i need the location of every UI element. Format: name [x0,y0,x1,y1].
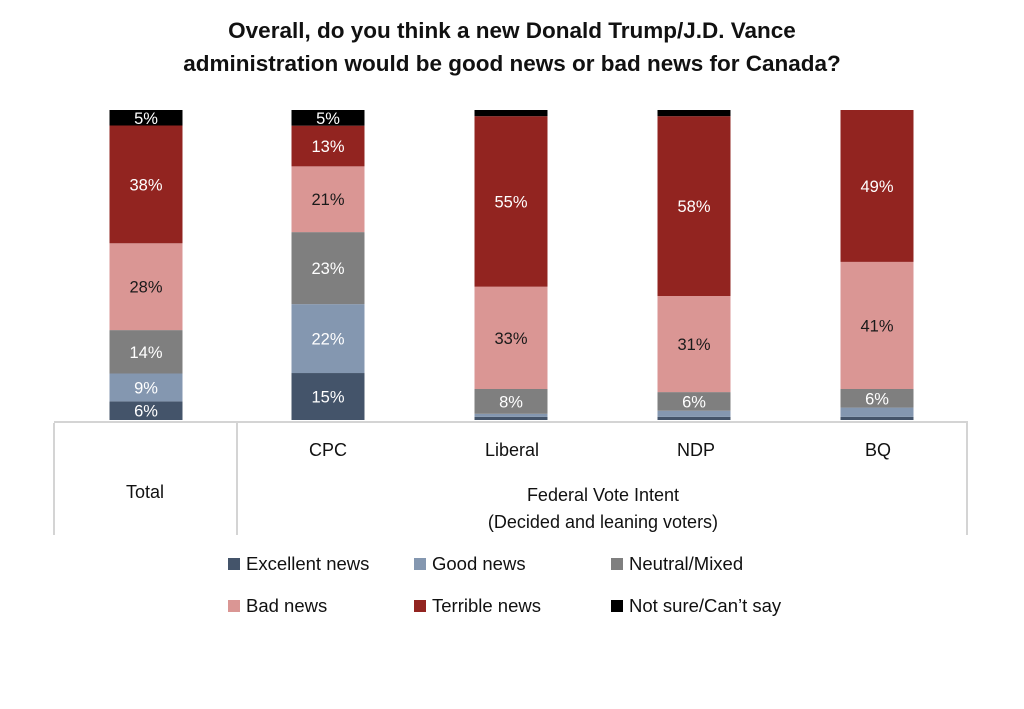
chart-title-line-2: administration would be good news or bad… [183,51,841,76]
bar-segment-cpc-terrible-news [291,125,365,167]
bar-segment-liberal-good-news [474,413,548,417]
data-label-ndp-terrible-news: 58% [677,198,710,216]
bar-stack-cpc: 15% 22% 23% 21% 13% 5% [291,110,365,420]
data-label-bq-bad-news: 41% [860,317,893,335]
legend-label-neutral-mixed: Neutral/Mixed [629,553,744,574]
data-label-liberal-terrible-news: 55% [494,193,527,211]
legend-swatch-not-sure-can-t-say [611,600,623,612]
data-label-liberal-bad-news: 33% [494,330,527,348]
bar-segment-cpc-neutral-mixed [291,232,365,305]
data-label-total-bad-news: 28% [129,279,162,297]
legend-item-excellent-news: Excellent news [228,553,369,575]
data-label-bq-neutral-mixed: 6% [865,390,889,408]
legend-swatch-bad-news [228,600,240,612]
data-label-cpc-terrible-news: 13% [311,138,344,156]
legend-label-bad-news: Bad news [246,595,328,616]
category-label-total: Total [125,482,165,502]
data-label-cpc-good-news: 22% [311,331,344,349]
bar-segment-ndp-not-sure-can-t-say [657,110,731,117]
data-label-cpc-neutral-mixed: 23% [311,260,344,278]
data-label-liberal-neutral-mixed: 8% [499,393,523,411]
bar-segment-cpc-not-sure-can-t-say [291,110,365,126]
bar-segment-ndp-good-news [657,410,731,417]
bar-segment-bq-terrible-news [840,110,914,262]
bar-stack-liberal: 8% 33% 55% [474,110,548,420]
data-label-cpc-bad-news: 21% [311,191,344,209]
data-label-cpc-excellent-news: 15% [311,389,344,407]
group-label-line-2: (Decided and leaning voters) [487,512,719,532]
bar-segment-total-neutral-mixed [109,330,183,374]
bar-segment-bq-bad-news [840,261,914,389]
legend-label-good-news: Good news [432,553,526,574]
legend-swatch-terrible-news [414,600,426,612]
bar-segment-cpc-bad-news [291,166,365,233]
data-label-total-not-sure-can-t-say: 5% [134,110,158,128]
axis-divider-group [236,423,238,535]
bar-segment-ndp-terrible-news [657,116,731,296]
legend-label-terrible-news: Terrible news [432,595,541,616]
legend-item-terrible-news: Terrible news [414,595,541,617]
bar-segment-ndp-bad-news [657,296,731,393]
bar-segment-total-good-news [109,373,183,402]
data-label-ndp-bad-news: 31% [677,336,710,354]
category-label-bq: BQ [864,440,891,460]
bar-segment-total-not-sure-can-t-say [109,110,183,126]
bar-segment-ndp-neutral-mixed [657,392,731,411]
legend-item-neutral-mixed: Neutral/Mixed [611,553,743,575]
data-label-total-excellent-news: 6% [134,403,158,421]
bar-segment-bq-good-news [840,407,914,417]
legend-label-not-sure-can-t-say: Not sure/Can’t say [629,595,782,616]
bar-stack-ndp: 6% 31% 58% [657,110,731,420]
bar-segment-total-excellent-news [109,401,183,420]
bar-segment-bq-excellent-news [840,416,914,420]
category-axis-table: CPC Liberal NDP BQ Total Federal Vote In… [53,421,968,536]
data-label-bq-terrible-news: 49% [860,178,893,196]
category-label-liberal: Liberal [484,440,540,460]
legend-item-good-news: Good news [414,553,526,575]
data-label-total-good-news: 9% [134,379,158,397]
category-label-ndp: NDP [676,440,715,460]
group-label-line-1: Federal Vote Intent [526,485,680,505]
category-label-cpc: CPC [308,440,347,460]
bar-segment-liberal-neutral-mixed [474,389,548,414]
bar-stack-total: 6% 9% 14% 28% 38% 5% [109,110,183,421]
data-label-ndp-neutral-mixed: 6% [682,393,706,411]
legend-swatch-neutral-mixed [611,558,623,570]
legend-label-excellent-news: Excellent news [246,553,370,574]
bar-stack-bq: 6% 41% 49% [840,110,914,420]
bar-segment-liberal-bad-news [474,286,548,389]
data-label-total-terrible-news: 38% [129,176,162,194]
bar-segment-total-terrible-news [109,125,183,244]
bar-segment-liberal-terrible-news [474,116,548,287]
axis-divider-right [966,423,968,535]
bar-segment-total-bad-news [109,243,183,331]
bar-segment-bq-neutral-mixed [840,389,914,408]
bar-segment-cpc-excellent-news [291,373,365,420]
chart-title-line-1: Overall, do you think a new Donald Trump… [228,18,796,43]
bar-segment-liberal-excellent-news [474,416,548,420]
data-label-total-neutral-mixed: 14% [129,344,162,362]
legend-swatch-good-news [414,558,426,570]
bar-segment-liberal-not-sure-can-t-say [474,110,548,117]
data-label-cpc-not-sure-can-t-say: 5% [316,110,340,128]
bar-segment-cpc-good-news [291,304,365,374]
legend-item-bad-news: Bad news [228,595,327,617]
bar-segment-ndp-excellent-news [657,416,731,420]
legend-swatch-excellent-news [228,558,240,570]
legend-item-not-sure-can-t-say: Not sure/Can’t say [611,595,781,617]
axis-divider-left [53,423,55,535]
chart-title: Overall, do you think a new Donald Trump… [0,14,1024,80]
group-label-federal-vote-intent: Federal Vote Intent (Decided and leaning… [238,482,968,536]
